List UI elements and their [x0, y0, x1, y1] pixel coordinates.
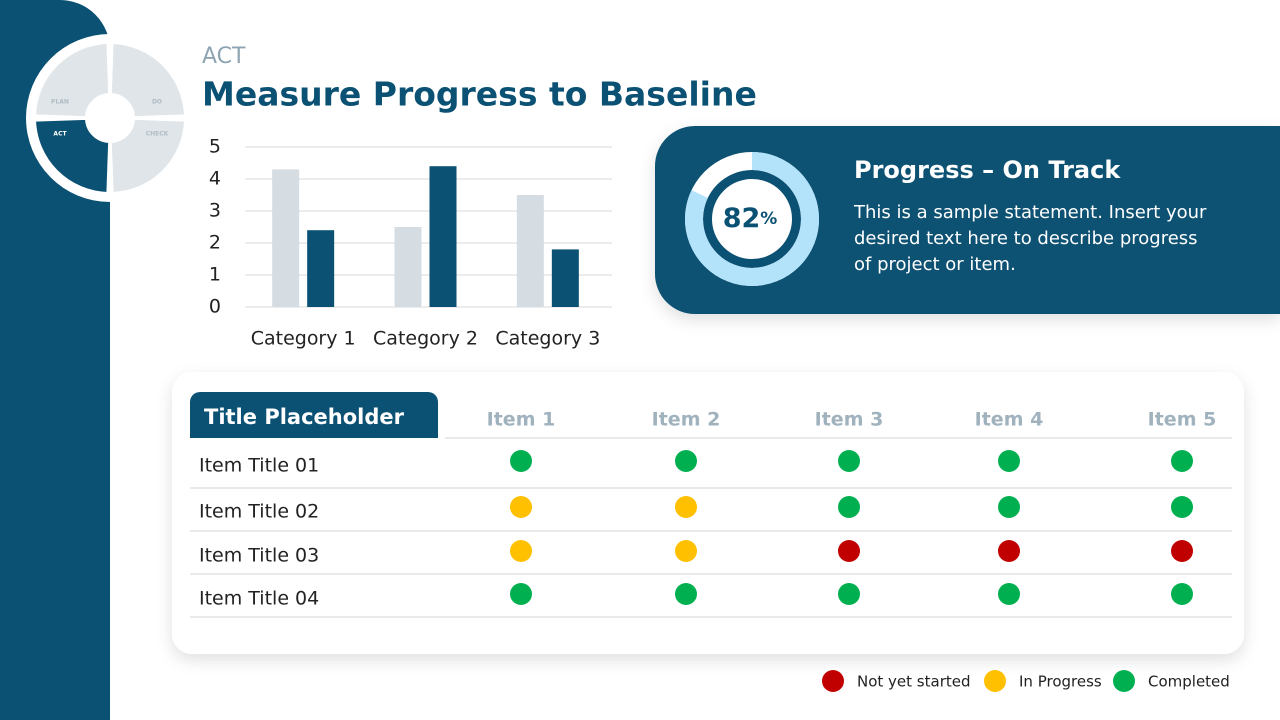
progress-text: This is a sample statement. Insert your [853, 202, 1207, 223]
column-header: Item 3 [815, 409, 884, 431]
donut-number: 82 [723, 203, 761, 234]
donut-arc [685, 152, 819, 286]
status-dot [1171, 540, 1193, 562]
y-tick-label: 5 [209, 136, 221, 158]
legend-label: In Progress [1019, 673, 1102, 691]
bar [429, 166, 457, 307]
progress-text: desired text here to describe progress [854, 228, 1198, 249]
bar [394, 227, 422, 307]
status-dot [510, 496, 532, 518]
column-header: Item 2 [652, 409, 721, 431]
y-tick-label: 4 [209, 168, 221, 190]
progress-block: 82% Progress – On Track This is a sample s… [685, 152, 1207, 286]
x-tick-label: Category 2 [373, 328, 478, 350]
status-dot [998, 450, 1020, 472]
donut-inner [704, 171, 800, 267]
cycle-wheel: PLAN DO CHECK ACT [34, 42, 186, 194]
wheel-segment [34, 42, 111, 119]
wheel-segment [109, 42, 186, 119]
column-header: Item 5 [1148, 409, 1217, 431]
status-dot [1171, 496, 1193, 518]
row-label: Item Title 01 [199, 455, 319, 477]
slide-title: Measure Progress to Baseline [202, 75, 757, 114]
y-tick-label: 1 [209, 264, 221, 286]
bar [551, 249, 579, 307]
status-dot [675, 450, 697, 472]
bar [272, 169, 300, 307]
status-dot [838, 583, 860, 605]
legend-swatch [822, 670, 844, 692]
status-dot [675, 540, 697, 562]
status-dot [998, 496, 1020, 518]
status-dot [838, 496, 860, 518]
table-card [172, 372, 1244, 654]
row-label: Item Title 03 [199, 545, 319, 567]
column-header: Item 1 [487, 409, 556, 431]
bar [516, 195, 544, 307]
status-dot [998, 583, 1020, 605]
y-tick-label: 0 [209, 296, 221, 318]
y-tick-label: 3 [209, 200, 221, 222]
section-label: ACT [202, 44, 246, 69]
wheel-label: ACT [53, 131, 67, 138]
y-tick-label: 2 [209, 232, 221, 254]
x-tick-label: Category 3 [495, 328, 600, 350]
x-tick-label: Category 1 [251, 328, 356, 350]
wheel-segment [34, 117, 111, 194]
status-dot [675, 496, 697, 518]
row-label: Item Title 02 [199, 501, 319, 523]
table-title-tab [190, 392, 438, 438]
status-dot [998, 540, 1020, 562]
wheel-label: PLAN [51, 99, 69, 106]
legend-swatch [1113, 670, 1135, 692]
status-dot [510, 583, 532, 605]
wheel-segment [109, 117, 186, 194]
legend-swatch [984, 670, 1006, 692]
legend-label: Completed [1148, 673, 1230, 691]
status-dot [1171, 583, 1193, 605]
progress-panel [655, 126, 1280, 314]
status-dot [838, 540, 860, 562]
row-label: Item Title 04 [199, 588, 319, 610]
progress-title: Progress – On Track [854, 156, 1121, 184]
legend-label: Not yet started [857, 673, 971, 691]
status-dot [675, 583, 697, 605]
wheel-label: DO [152, 99, 162, 106]
column-header: Item 4 [975, 409, 1044, 431]
status-table: Item 1 Item 2 Item 3 Item 4 Item 5 Item Title… [190, 409, 1232, 618]
status-dot [1171, 450, 1193, 472]
wheel-ring [26, 34, 194, 202]
donut-value: 82% [723, 203, 778, 234]
table-title: Title Placeholder [204, 405, 405, 429]
legend: Not yet started In Progress Completed [822, 670, 1230, 692]
wheel-label: CHECK [146, 131, 169, 138]
bar [307, 230, 335, 307]
status-dot [510, 540, 532, 562]
bar-chart: 0 1 2 3 4 5 Category 1 Category 2 Category 3 [209, 136, 612, 350]
status-dot [510, 450, 532, 472]
donut-unit: % [760, 209, 777, 229]
status-dot [838, 450, 860, 472]
progress-text: of project or item. [854, 254, 1016, 275]
